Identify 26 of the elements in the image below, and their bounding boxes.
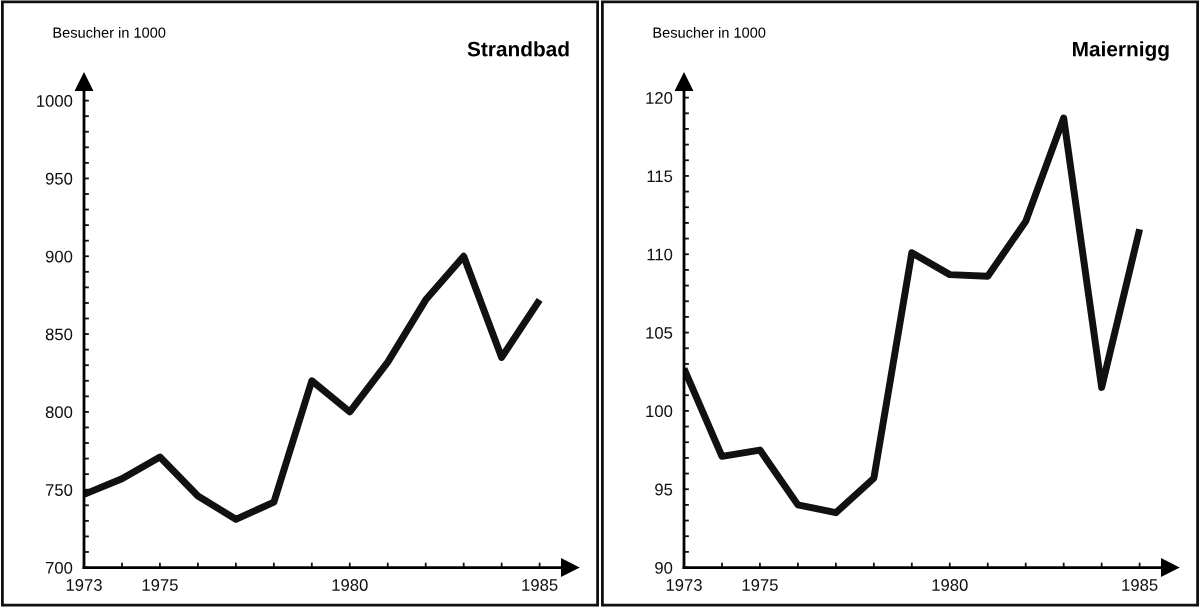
y-tick-label: 100: [646, 405, 673, 418]
y-tick-label: 120: [646, 92, 673, 104]
x-tick-label: 1985: [522, 579, 558, 591]
y-axis-title: Besucher in 1000: [653, 27, 766, 38]
chart-title: Strandbad: [467, 41, 569, 57]
x-tick-label: 1985: [1122, 579, 1158, 591]
y-tick-label: 115: [647, 170, 673, 183]
y-tick-label: 105: [646, 326, 673, 339]
y-tick-label: 90: [655, 561, 673, 574]
x-tick-label: 1975: [142, 579, 178, 591]
chart-title: Maiernigg: [1073, 41, 1169, 61]
y-tick-label: 750: [45, 484, 73, 496]
y-axis-title: Besucher in 1000: [53, 27, 166, 38]
y-tick-label: 700: [45, 561, 73, 574]
y-tick-label: 110: [647, 248, 673, 261]
y-tick-label: 95: [655, 483, 673, 496]
x-tick-label: 1973: [666, 579, 702, 591]
x-tick-label: 1975: [742, 579, 778, 591]
x-tick-label: 1973: [66, 579, 102, 591]
y-tick-label: 1000: [37, 95, 73, 107]
y-tick-label: 950: [45, 172, 73, 185]
x-tick-label: 1980: [332, 579, 368, 591]
y-tick-label: 800: [45, 406, 73, 419]
y-tick-label: 850: [45, 328, 73, 341]
x-tick-label: 1980: [932, 579, 968, 591]
y-tick-label: 900: [45, 250, 73, 263]
